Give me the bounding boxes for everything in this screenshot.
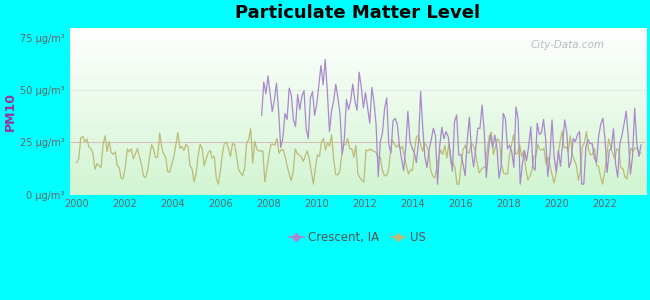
Legend: Crescent, IA, US: Crescent, IA, US (285, 226, 431, 249)
Text: City-Data.com: City-Data.com (530, 40, 604, 50)
Title: Particulate Matter Level: Particulate Matter Level (235, 4, 480, 22)
Y-axis label: PM10: PM10 (4, 92, 17, 131)
